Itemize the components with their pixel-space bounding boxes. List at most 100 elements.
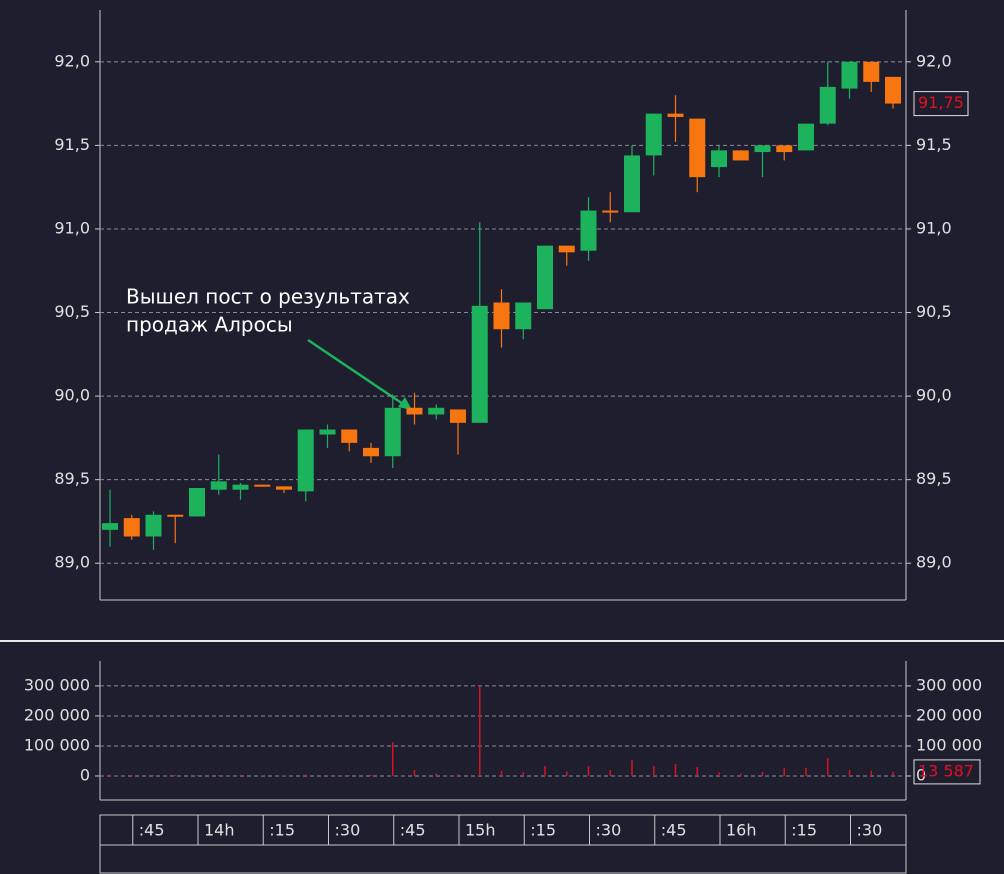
candle-body — [754, 145, 771, 153]
time-axis — [99, 814, 907, 874]
candle-body — [645, 113, 662, 156]
y-tick-label: 90,0 — [54, 386, 90, 405]
candle-body — [863, 61, 880, 82]
volume-bar — [761, 771, 764, 776]
candle-body — [232, 484, 249, 490]
x-tick-label: :45 — [661, 821, 687, 840]
y-tick-label: 92,0 — [916, 51, 952, 70]
volume-bar — [479, 685, 481, 776]
candle-body — [363, 447, 379, 457]
y-tick-label: 90,0 — [916, 386, 952, 405]
candle-body — [776, 145, 793, 153]
candle-body — [798, 123, 814, 151]
volume-bar — [196, 775, 198, 776]
candle-body — [624, 155, 640, 213]
volume-bar — [892, 771, 894, 776]
candle-body — [254, 484, 271, 487]
volume-bar — [631, 760, 633, 776]
y-tick-label: 91,0 — [54, 218, 90, 237]
volume-bar — [348, 775, 350, 776]
candle-body — [885, 76, 901, 104]
x-tick-label: :30 — [596, 821, 622, 840]
y-tick-label: 92,0 — [54, 51, 90, 70]
annotation-arrowhead — [398, 397, 412, 410]
annotation-arrow — [307, 338, 407, 408]
candle-body — [450, 409, 466, 423]
volume-bar — [587, 766, 590, 776]
annotation: Вышел пост о результатах — [126, 285, 410, 309]
volume-bar — [109, 774, 111, 776]
y-tick-label: 300 000 — [24, 675, 90, 694]
y-tick-label: 100 000 — [916, 735, 982, 754]
volume-bar — [609, 769, 611, 776]
y-tick-label: 0 — [916, 765, 926, 784]
volume-bar — [522, 772, 524, 776]
candle-body — [189, 488, 205, 517]
candle-body — [493, 302, 510, 330]
y-tick-label: 200 000 — [24, 705, 90, 724]
volume-bar — [566, 771, 568, 776]
volume-bar — [370, 774, 372, 776]
candle-body — [406, 407, 423, 415]
candle-body — [102, 523, 118, 530]
y-tick-label: 90,5 — [916, 302, 952, 321]
volume-bar — [218, 775, 220, 776]
candle-body — [341, 429, 358, 443]
volume-bar — [870, 770, 872, 776]
x-tick-label: :15 — [269, 821, 295, 840]
candle-body — [537, 245, 553, 310]
volume-bar — [305, 774, 307, 776]
candle-body — [732, 150, 749, 161]
x-tick-label: :45 — [139, 821, 165, 840]
volume-bar — [827, 757, 829, 776]
candle-body — [819, 86, 836, 124]
volume-bar — [848, 769, 851, 776]
annotation: продаж Алросы — [126, 313, 293, 337]
x-tick-label: :30 — [335, 821, 361, 840]
volume-bar — [457, 774, 459, 776]
candle-body — [515, 302, 532, 330]
volume-bar — [174, 775, 176, 776]
candle-body — [558, 245, 575, 253]
x-tick-label: :15 — [530, 821, 556, 840]
last-value-box — [913, 759, 981, 785]
volume-bar — [653, 766, 655, 776]
candle-body — [667, 113, 684, 117]
volume-bar — [500, 770, 503, 776]
candle-body — [319, 429, 336, 435]
y-tick-label: 90,5 — [54, 302, 90, 321]
candle-body — [276, 486, 292, 490]
last-value-label: 13 587 — [918, 761, 974, 780]
candle-body — [384, 407, 401, 457]
y-tick-label: 100 000 — [24, 735, 90, 754]
y-tick-label: 91,5 — [916, 135, 952, 154]
candle-body — [167, 514, 184, 517]
volume-bar — [696, 766, 698, 776]
y-tick-label: 89,5 — [916, 469, 952, 488]
candle-body — [297, 429, 314, 492]
volume-bar — [544, 766, 546, 776]
last-value-label: 91,75 — [918, 93, 964, 112]
volume-bar — [413, 769, 416, 776]
y-tick-label: 300 000 — [916, 675, 982, 694]
volume-bar — [131, 774, 133, 776]
volume-bar — [283, 775, 285, 776]
candle-body — [841, 61, 858, 89]
x-tick-label: 15h — [465, 821, 496, 840]
y-tick-label: 89,5 — [54, 469, 90, 488]
candle-body — [689, 118, 706, 178]
volume-bar — [435, 773, 437, 776]
volume-bar — [718, 772, 720, 776]
volume-bar — [805, 767, 807, 776]
x-tick-label: 16h — [726, 821, 757, 840]
y-tick-label: 91,0 — [916, 218, 952, 237]
volume-bar — [261, 775, 263, 776]
candle-body — [145, 514, 162, 537]
volume-bar — [326, 775, 329, 776]
candle-body — [428, 407, 445, 415]
volume-bar — [740, 773, 742, 776]
x-tick-label: :45 — [400, 821, 426, 840]
volume-bar — [152, 775, 155, 776]
